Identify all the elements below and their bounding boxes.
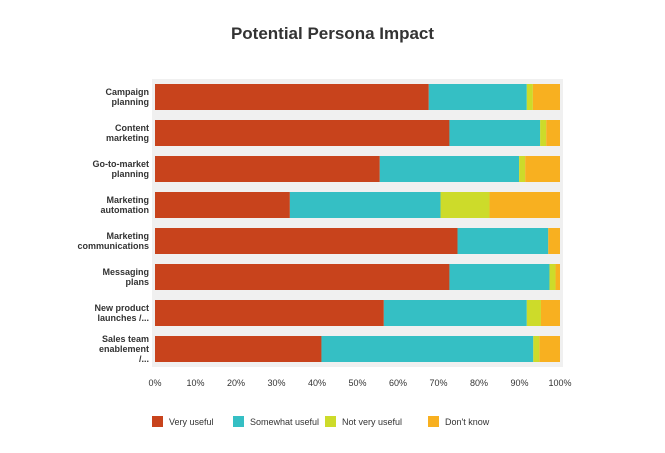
legend-label: Very useful (169, 416, 214, 427)
legend-item: Don't know (428, 416, 489, 427)
category-label-line: Campaign (105, 87, 149, 97)
bar-segment (526, 84, 533, 110)
legend-swatch (233, 416, 244, 427)
x-tick-label: 90% (510, 378, 528, 388)
bar-segment (155, 120, 450, 146)
bar-segment (155, 300, 384, 326)
bar-segment (449, 120, 541, 146)
bar-segment (440, 192, 490, 218)
category-label-line: planning (112, 97, 150, 107)
bar-segment (532, 84, 560, 110)
bar-segment (457, 228, 549, 254)
x-tick-label: 60% (389, 378, 407, 388)
category-label-line: New product (94, 303, 149, 313)
category-label-line: plans (125, 277, 149, 287)
bar-segment (155, 192, 290, 218)
legend-item: Not very useful (325, 416, 402, 427)
category-label-line: Sales team (102, 334, 149, 344)
bar-segment (539, 336, 560, 362)
x-tick-label: 20% (227, 378, 245, 388)
category-label: Marketing communications (77, 231, 149, 251)
x-tick-label: 70% (429, 378, 447, 388)
bar-segment (555, 264, 560, 290)
x-tick-label: 50% (348, 378, 366, 388)
category-label: Marketing automation (101, 195, 150, 215)
bar-segment (449, 264, 550, 290)
bar-segment (383, 300, 527, 326)
category-label-line: enablement (99, 344, 149, 354)
category-label-line: communications (77, 241, 149, 251)
category-label-line: /... (139, 354, 149, 364)
category-label-line: planning (112, 169, 150, 179)
bar-segment (549, 264, 556, 290)
bar-segment (321, 336, 534, 362)
category-label-line: Go-to-market (92, 159, 149, 169)
category-label: Messaging plans (102, 267, 149, 287)
category-label: Sales team enablement/... (99, 334, 149, 364)
legend-swatch (152, 416, 163, 427)
bar-segment (289, 192, 441, 218)
legend-label: Not very useful (342, 416, 403, 427)
legend-swatch (428, 416, 439, 427)
bar-segment (548, 228, 560, 254)
bar-segment (533, 336, 540, 362)
bar-segment (540, 300, 560, 326)
category-label-line: Marketing (106, 195, 149, 205)
bar-segment (155, 336, 322, 362)
x-tick-label: 10% (186, 378, 204, 388)
bar-segment (155, 228, 458, 254)
bar-segment (155, 156, 380, 182)
category-label-line: Content (115, 123, 149, 133)
category-label-line: marketing (106, 133, 149, 143)
chart-title: Potential Persona Impact (230, 24, 435, 43)
category-label: New product launches /... (94, 303, 149, 323)
category-label-line: Marketing (106, 231, 149, 241)
bar-segment (526, 300, 541, 326)
chart-legend: Very useful Somewhat useful Not very usefu… (0, 416, 665, 436)
bar-segment (546, 120, 560, 146)
category-label: Campaign planning (105, 87, 149, 107)
category-label: Content marketing (106, 123, 149, 143)
x-tick-label: 80% (470, 378, 488, 388)
x-tick-label: 30% (267, 378, 285, 388)
bar-segment (428, 84, 527, 110)
bar-segment (489, 192, 560, 218)
bar-segment (525, 156, 560, 182)
legend-item: Somewhat useful (233, 416, 319, 427)
legend-label: Somewhat useful (250, 416, 320, 427)
category-label-line: Messaging (102, 267, 149, 277)
x-tick-label: 100% (548, 378, 571, 388)
bar-segment (155, 84, 429, 110)
category-label-line: automation (101, 205, 150, 215)
bar-segment (540, 120, 547, 146)
x-tick-label: 40% (308, 378, 326, 388)
category-label-line: launches /... (97, 313, 149, 323)
x-tick-label: 0% (148, 378, 161, 388)
legend-label: Don't know (445, 416, 490, 427)
legend-swatch (325, 416, 336, 427)
bar-segment (155, 264, 450, 290)
category-label: Go-to-market planning (92, 159, 149, 179)
bar-segment (519, 156, 526, 182)
legend-item: Very useful (152, 416, 214, 427)
bar-segment (379, 156, 520, 182)
